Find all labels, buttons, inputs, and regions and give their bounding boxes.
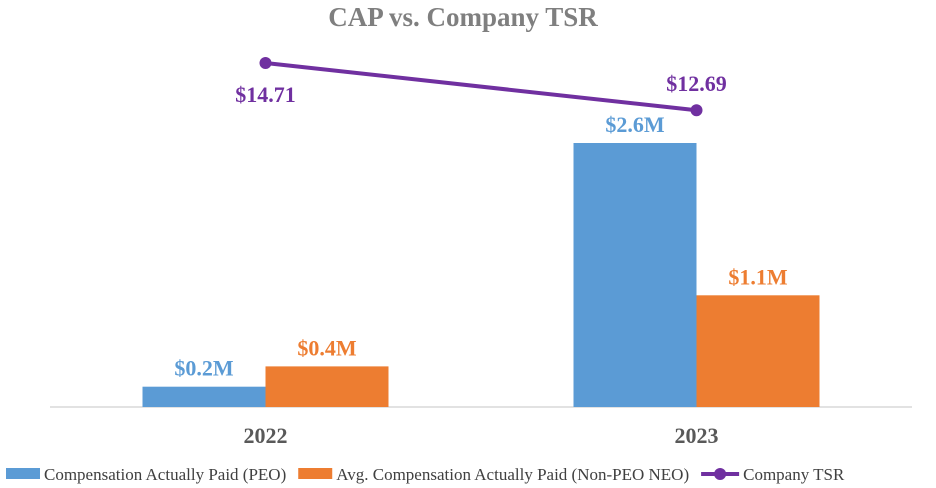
- bar-label-2023-s1: $2.6M: [605, 112, 665, 137]
- legend-label-s1: Compensation Actually Paid (PEO): [44, 465, 286, 484]
- bar-label-2022-s2: $0.4M: [297, 335, 357, 360]
- legend-swatch-s2: [298, 468, 333, 479]
- plot-area: $0.2M $0.4M 2022 $2.6M $1.1M 2023 $14.71 $12.69: [50, 57, 912, 448]
- x-tick-2023: 2023: [675, 423, 719, 448]
- tsr-point-2023: [690, 104, 703, 117]
- bar-2023-s1: [573, 143, 697, 407]
- bar-label-2023-s2: $1.1M: [728, 264, 788, 289]
- tsr-label-2022: $14.71: [235, 82, 296, 107]
- bar-2023-s2: [696, 295, 820, 407]
- legend-label-s2: Avg. Compensation Actually Paid (Non-PEO…: [336, 465, 689, 484]
- legend: Compensation Actually Paid (PEO) Avg. Com…: [6, 465, 845, 484]
- tsr-line: [265, 61, 697, 113]
- tsr-label-2023: $12.69: [666, 71, 727, 96]
- bar-2022-s2: [265, 366, 389, 407]
- chart-title: CAP vs. Company TSR: [328, 2, 598, 32]
- legend-swatch-tsr-marker: [714, 468, 727, 480]
- tsr-point-2022: [259, 57, 272, 69]
- legend-swatch-s1: [6, 468, 40, 479]
- x-tick-2022: 2022: [244, 423, 288, 448]
- bar-2022-s1: [142, 386, 266, 407]
- bar-label-2022-s1: $0.2M: [174, 356, 234, 381]
- legend-label-s3: Company TSR: [743, 465, 845, 484]
